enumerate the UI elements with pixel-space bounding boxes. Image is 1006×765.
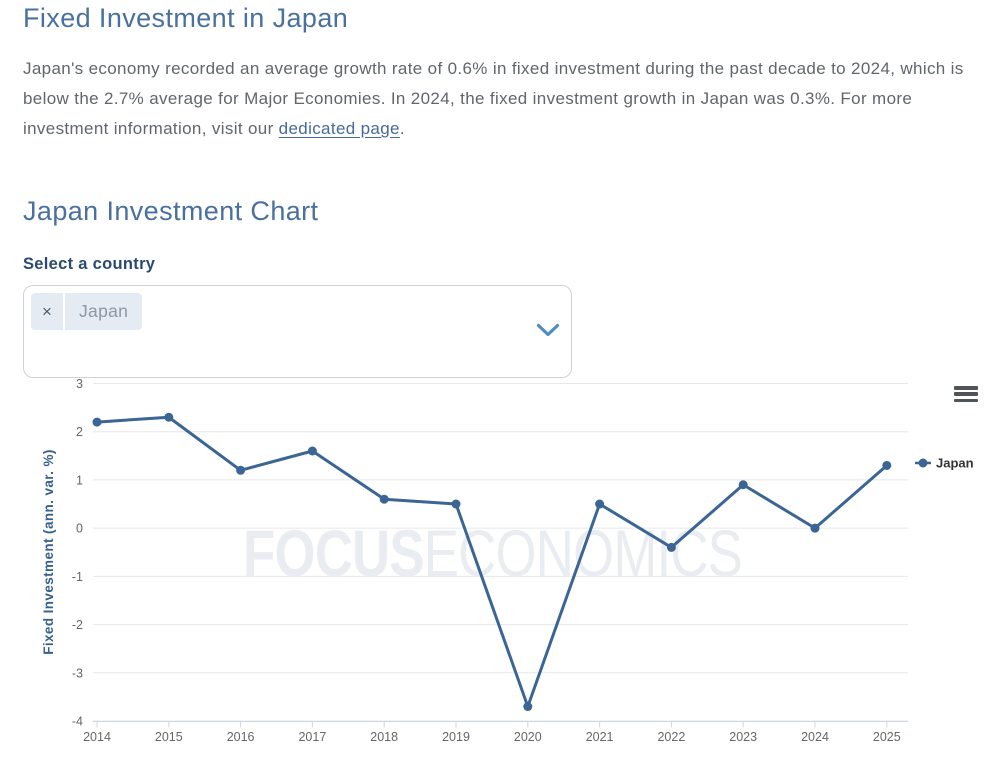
legend-marker-dot	[918, 458, 928, 468]
y-tick-label: 1	[76, 473, 83, 487]
remove-country-button[interactable]: ×	[31, 293, 63, 330]
hamburger-icon	[954, 392, 978, 396]
y-tick-label: -3	[72, 666, 83, 680]
y-tick-label: 3	[76, 377, 83, 391]
y-axis-title: Fixed Investment (ann. var. %)	[41, 449, 56, 655]
x-tick-label: 2024	[801, 730, 829, 744]
series-line-japan	[95, 415, 889, 709]
data-point-2018[interactable]	[379, 494, 389, 504]
x-tick-label: 2016	[227, 730, 255, 744]
data-point-2022[interactable]	[666, 542, 676, 552]
y-tick-label: 2	[76, 425, 83, 439]
page-title: Fixed Investment in Japan	[23, 3, 349, 33]
selected-country-tag: × Japan	[31, 293, 143, 330]
intro-text-end: .	[399, 119, 405, 138]
chart-export-menu-button[interactable]	[954, 386, 978, 402]
selected-country-label: Japan	[65, 293, 143, 330]
x-tick-label: 2023	[729, 730, 757, 744]
country-multiselect[interactable]: × Japan	[23, 285, 572, 378]
x-tick-label: 2019	[442, 730, 470, 744]
hamburger-icon	[954, 398, 978, 402]
y-tick-label: -1	[72, 570, 83, 584]
data-point-2025[interactable]	[882, 460, 892, 470]
x-tick-label: 2015	[155, 730, 183, 744]
chevron-down-icon[interactable]	[536, 323, 560, 338]
data-point-2016[interactable]	[236, 465, 246, 475]
data-point-2019[interactable]	[451, 499, 461, 509]
x-tick-label: 2021	[586, 730, 614, 744]
x-tick-label: 2020	[514, 730, 542, 744]
y-tick-label: -2	[72, 618, 83, 632]
x-tick-label: 2018	[370, 730, 398, 744]
hamburger-icon	[954, 386, 978, 390]
watermark-text: FOCUSECONOMICS	[243, 516, 742, 590]
section-title: Japan Investment Chart	[23, 196, 319, 226]
y-tick-label: -4	[72, 715, 83, 729]
data-point-2020[interactable]	[523, 702, 533, 712]
dedicated-page-link[interactable]: dedicated page	[278, 119, 400, 138]
x-tick-label: 2025	[873, 730, 901, 744]
legend-label[interactable]: Japan	[936, 456, 974, 471]
y-tick-label: 0	[76, 522, 83, 536]
x-tick-label: 2017	[298, 730, 326, 744]
data-point-2014[interactable]	[92, 417, 102, 427]
data-point-2023[interactable]	[738, 480, 748, 490]
intro-text: Japan's economy recorded an average grow…	[23, 59, 964, 138]
x-tick-label: 2022	[657, 730, 685, 744]
data-point-2021[interactable]	[595, 499, 605, 509]
investment-line-chart: 3 2 1 0 -1 -2 -3 -4 FOCUSECONOMICS 2014 2015 2016 20…	[41, 377, 974, 744]
data-point-2015[interactable]	[164, 412, 174, 422]
data-point-2024[interactable]	[810, 523, 820, 533]
select-country-label: Select a country	[23, 255, 156, 273]
intro-paragraph: Japan's economy recorded an average grow…	[23, 54, 981, 144]
data-point-2017[interactable]	[307, 446, 317, 456]
x-tick-label: 2014	[83, 730, 111, 744]
watermark: FOCUSECONOMICS	[243, 516, 743, 590]
